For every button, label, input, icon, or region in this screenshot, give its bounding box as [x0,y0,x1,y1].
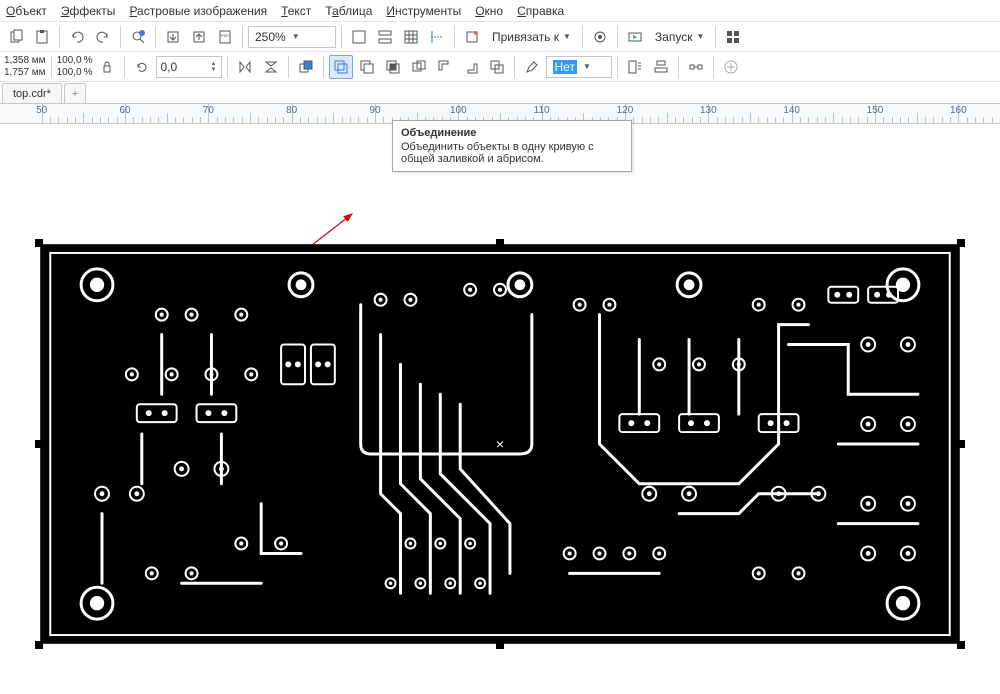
tab-label: top.cdr* [13,88,51,100]
resize-handle-bc[interactable] [496,641,504,649]
intersect-icon[interactable] [381,55,405,79]
pct-label: % [84,55,93,67]
paste-icon[interactable] [30,25,54,49]
mirror-v-icon[interactable] [259,55,283,79]
apps-icon[interactable] [721,25,745,49]
wrap-text-icon[interactable] [623,55,647,79]
resize-handle-br[interactable] [957,641,965,649]
resize-handle-tc[interactable] [496,239,504,247]
tooltip: Объединение Объединить объекты в одну кр… [392,120,632,172]
pdf-icon[interactable]: PDF [213,25,237,49]
outline-value: Нет [553,60,577,74]
pos-x: 1,358 мм [4,55,46,67]
chevron-down-icon: ▼ [583,62,591,71]
copy-icon[interactable] [4,25,28,49]
document-tab[interactable]: top.cdr* [2,83,62,103]
launch-label: Запуск [655,30,693,44]
svg-text:PDF: PDF [221,33,230,38]
zoom-value: 250% [255,30,286,44]
align-icon[interactable] [649,55,673,79]
launch-icon[interactable] [623,25,647,49]
snap-icon[interactable] [460,25,484,49]
resize-handle-bl[interactable] [35,641,43,649]
menu-item[interactable]: Эффекты [61,4,116,18]
menu-item[interactable]: Объект [6,4,47,18]
menu-bar: Объект Эффекты Растровые изображения Текст Т… [0,0,1000,22]
menu-item[interactable]: Инструменты [386,4,461,18]
chevron-down-icon: ▼ [563,32,571,41]
pct-label2: % [84,67,93,79]
lock-ratio-icon[interactable] [95,55,119,79]
front-minus-back-icon[interactable] [433,55,457,79]
resize-handle-mr[interactable] [957,440,965,448]
menu-item[interactable]: Текст [281,4,311,18]
launch-dropdown[interactable]: Запуск ▼ [649,26,710,48]
resize-handle-tl[interactable] [35,239,43,247]
add-icon[interactable] [719,55,743,79]
resize-handle-ml[interactable] [35,440,43,448]
menu-item[interactable]: Таблица [325,4,372,18]
options-icon[interactable] [588,25,612,49]
scale-y: 100,0 [57,67,82,79]
order-front-icon[interactable] [294,55,318,79]
outline-pen-icon[interactable] [520,55,544,79]
toolbar-main: PDF 250% ▼ Привязать к ▼ Запуск ▼ [0,22,1000,52]
grid-icon[interactable] [399,25,423,49]
toolbar-property: 1,358 мм 1,757 мм 100,0 100,0 % % 0,0 ▲▼… [0,52,1000,82]
scale-x: 100,0 [57,55,82,67]
menu-item[interactable]: Растровые изображения [129,4,267,18]
search-icon[interactable] [126,25,150,49]
pos-y: 1,757 мм [4,67,46,79]
redo-icon[interactable] [91,25,115,49]
resize-handle-tr[interactable] [957,239,965,247]
guidelines-icon[interactable] [425,25,449,49]
pcb-artwork [40,244,960,644]
mirror-h-icon[interactable] [233,55,257,79]
fullscreen-icon[interactable] [347,25,371,49]
undo-icon[interactable] [65,25,89,49]
rulers-icon[interactable] [373,25,397,49]
menu-item[interactable]: Окно [475,4,503,18]
zoom-combo[interactable]: 250% ▼ [248,26,336,48]
selected-object[interactable]: × [40,244,960,644]
document-tabs: top.cdr* + [0,82,1000,104]
simplify-icon[interactable] [407,55,431,79]
rotation-icon[interactable] [130,55,154,79]
convert-curves-icon[interactable] [684,55,708,79]
tab-add[interactable]: + [64,83,86,103]
import-icon[interactable] [161,25,185,49]
rotation-value: 0,0 [161,60,178,74]
rotation-field[interactable]: 0,0 ▲▼ [156,56,222,78]
outline-width-combo[interactable]: Нет ▼ [546,56,612,78]
trim-icon[interactable] [355,55,379,79]
tooltip-title: Объединение [401,127,623,139]
back-minus-front-icon[interactable] [459,55,483,79]
chevron-down-icon: ▼ [292,32,300,41]
tooltip-body: Объединить объекты в одну кривую с общей… [401,141,623,165]
weld-button[interactable] [329,55,353,79]
chevron-down-icon: ▼ [696,32,704,41]
snap-to-dropdown[interactable]: Привязать к ▼ [486,26,577,48]
boundary-icon[interactable] [485,55,509,79]
snap-label: Привязать к [492,30,559,44]
menu-item[interactable]: Справка [517,4,564,18]
drawing-canvas[interactable]: Объединение Объединить объекты в одну кр… [0,124,1000,694]
export-icon[interactable] [187,25,211,49]
